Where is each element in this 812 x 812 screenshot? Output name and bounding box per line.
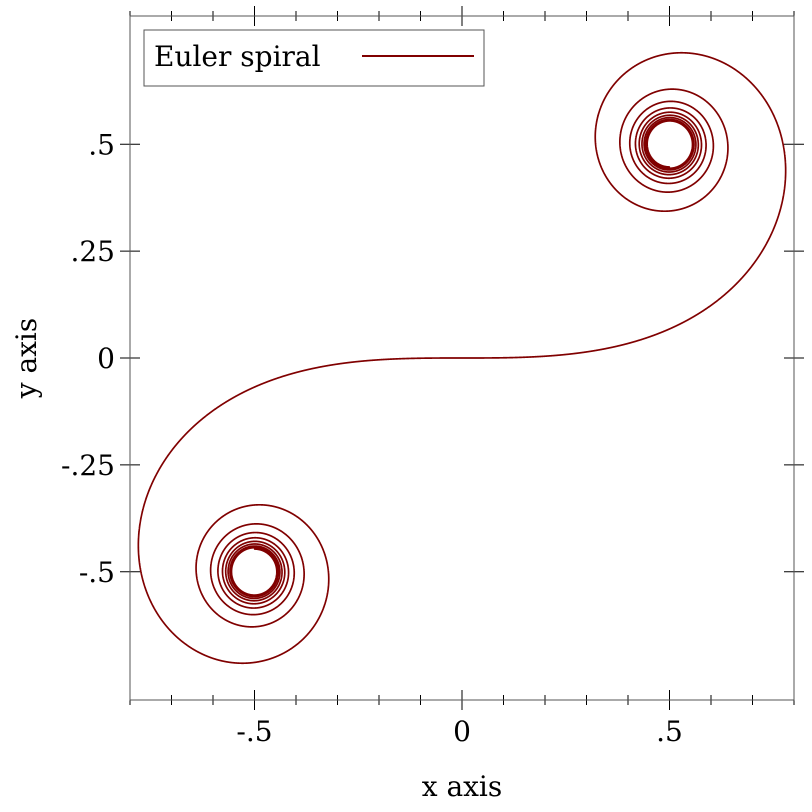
x-axis-label: x axis (422, 770, 503, 803)
y-axis-label: y axis (10, 318, 43, 400)
legend-label: Euler spiral (154, 40, 321, 73)
x-tick-label: -.5 (236, 715, 272, 748)
y-tick-label: .5 (88, 128, 115, 161)
plot-frame (129, 15, 795, 701)
y-tick-label: 0 (97, 342, 115, 375)
y-tick-label: .25 (70, 235, 115, 268)
x-tick-label: 0 (453, 715, 471, 748)
tick-labels: -.5 0 .5 .5 .25 0 -.25 -.5 (61, 128, 683, 748)
legend-box (143, 29, 485, 87)
legend: Euler spiral (143, 29, 485, 87)
x-tick-label: .5 (656, 715, 683, 748)
y-tick-label: -.25 (61, 449, 115, 482)
euler-spiral-curve (137, 51, 787, 665)
y-tick-label: -.5 (79, 556, 115, 589)
